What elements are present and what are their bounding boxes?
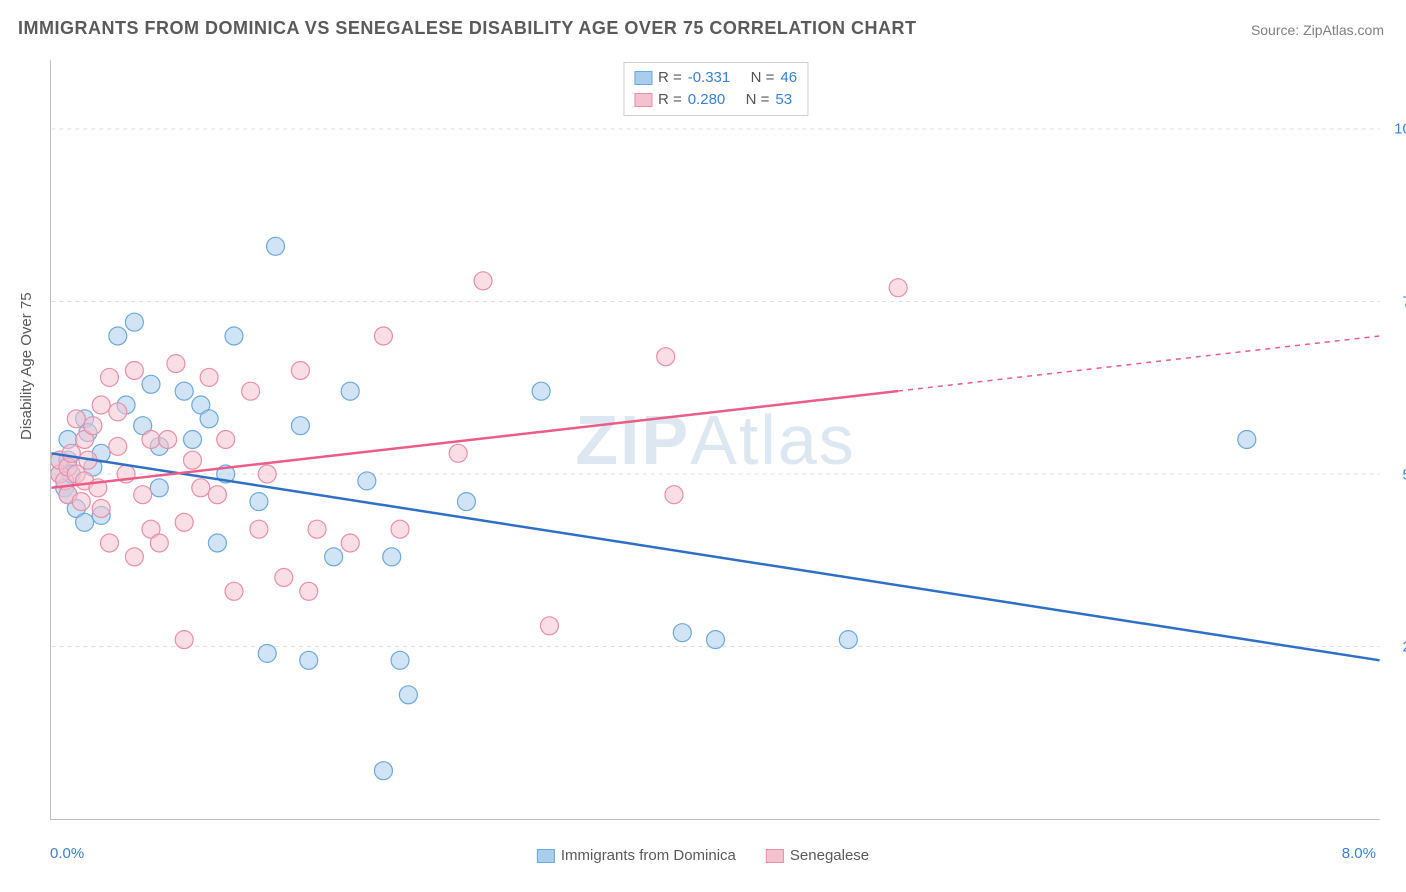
legend-swatch-pink xyxy=(634,93,652,107)
legend-row-0: R = -0.331 N = 46 xyxy=(634,67,797,89)
source-label: Source: xyxy=(1251,22,1299,38)
legend-n-label: N = xyxy=(751,67,775,89)
chart-title: IMMIGRANTS FROM DOMINICA VS SENEGALESE D… xyxy=(18,18,917,39)
legend-r-value-0: -0.331 xyxy=(688,67,731,89)
y-axis-title: Disability Age Over 75 xyxy=(18,292,35,440)
y-tick-label: 50.0% xyxy=(1385,466,1406,483)
source-attribution: Source: ZipAtlas.com xyxy=(1251,22,1384,38)
legend-row-1: R = 0.280 N = 53 xyxy=(634,89,797,111)
x-axis-min-label: 0.0% xyxy=(50,845,84,862)
legend-n-value-1: 53 xyxy=(775,89,792,111)
x-axis-max-label: 8.0% xyxy=(1342,845,1376,862)
legend-series: Immigrants from Dominica Senegalese xyxy=(537,847,869,864)
y-tick-label: 75.0% xyxy=(1385,293,1406,310)
source-value: ZipAtlas.com xyxy=(1303,22,1384,38)
legend-swatch-pink xyxy=(766,849,784,863)
legend-swatch-blue xyxy=(634,71,652,85)
legend-item-0: Immigrants from Dominica xyxy=(537,847,736,864)
legend-r-label: R = xyxy=(658,67,682,89)
legend-item-1: Senegalese xyxy=(766,847,869,864)
legend-r-label: R = xyxy=(658,89,682,111)
legend-swatch-blue xyxy=(537,849,555,863)
plot-area: ZIPAtlas R = -0.331 N = 46 R = 0.280 N =… xyxy=(50,60,1380,820)
y-tick-label: 25.0% xyxy=(1385,639,1406,656)
legend-n-label: N = xyxy=(746,89,770,111)
legend-label-0: Immigrants from Dominica xyxy=(561,847,736,864)
legend-label-1: Senegalese xyxy=(790,847,869,864)
legend-r-value-1: 0.280 xyxy=(688,89,726,111)
y-tick-label: 100.0% xyxy=(1385,121,1406,138)
legend-n-value-0: 46 xyxy=(780,67,797,89)
legend-correlation: R = -0.331 N = 46 R = 0.280 N = 53 xyxy=(623,62,808,116)
chart-svg xyxy=(51,60,1380,819)
